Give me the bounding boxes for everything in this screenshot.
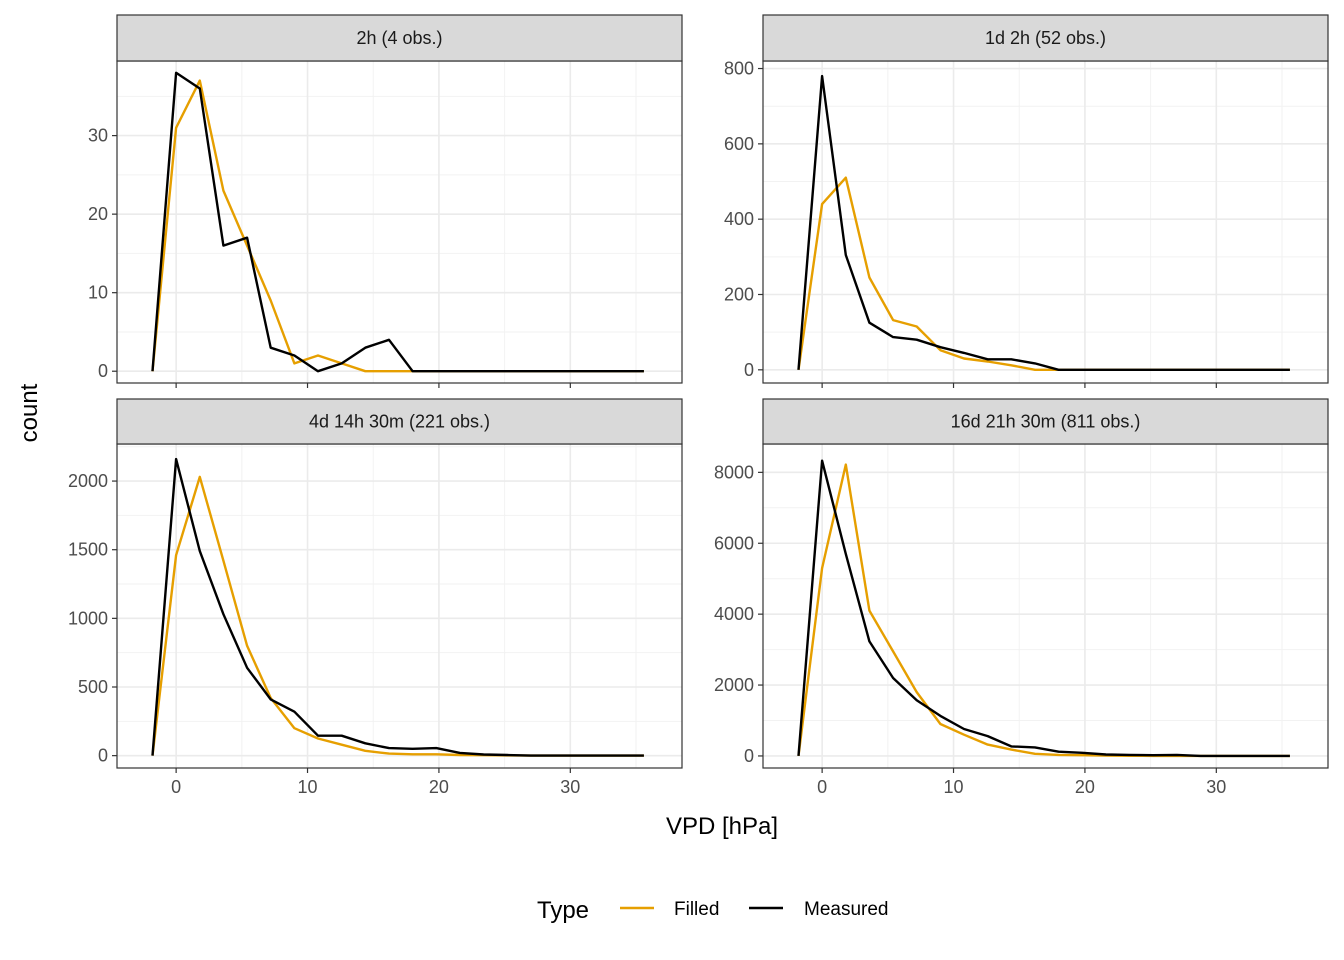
y-tick-label: 400	[724, 209, 754, 229]
facet-panel-3: 4d 14h 30m (221 obs.) 0 500 1000 1500 2000 0 10…	[68, 398, 683, 797]
legend-label-measured: Measured	[804, 899, 889, 920]
y-axis-title: count	[16, 383, 43, 442]
y-tick-label: 0	[744, 360, 754, 380]
legend: Type Filled Measured	[537, 897, 889, 924]
series-line-measured	[151, 457, 644, 757]
legend-title: Type	[537, 897, 589, 924]
y-tick-label: 200	[724, 284, 754, 304]
y-tick-label: 30	[88, 126, 108, 146]
facet-strip	[762, 14, 1329, 62]
facet-strip	[116, 398, 683, 445]
x-tick-label: 0	[817, 777, 827, 797]
y-tick-label: 6000	[714, 533, 754, 553]
panel-background	[117, 61, 682, 383]
x-tick-label: 30	[560, 777, 580, 797]
y-tick-label: 1000	[68, 608, 108, 628]
y-tick-label: 20	[88, 204, 108, 224]
y-tick-label: 500	[78, 677, 108, 697]
x-tick-label: 30	[1206, 777, 1226, 797]
panel-background	[763, 61, 1328, 383]
facet-strip	[762, 398, 1329, 445]
facet-panel-2: 1d 2h (52 obs.) 0 200 400 600 800	[724, 14, 1329, 388]
facet-strip-label: 16d 21h 30m (811 obs.)	[951, 412, 1141, 432]
facet-strip	[116, 14, 683, 62]
x-tick-label: 20	[429, 777, 449, 797]
y-tick-label: 8000	[714, 462, 754, 482]
y-tick-label: 1500	[68, 540, 108, 560]
x-tick-label: 10	[944, 777, 964, 797]
y-tick-label: 0	[98, 361, 108, 381]
y-tick-label: 600	[724, 134, 754, 154]
y-tick-label: 2000	[714, 675, 754, 695]
x-tick-label: 20	[1075, 777, 1095, 797]
y-tick-label: 10	[88, 283, 108, 303]
facet-strip-label: 1d 2h (52 obs.)	[985, 28, 1106, 48]
x-tick-label: 0	[171, 777, 181, 797]
facet-strip-label: 2h (4 obs.)	[356, 28, 442, 48]
y-tick-label: 800	[724, 59, 754, 79]
panel-background	[763, 444, 1328, 768]
x-tick-label: 10	[298, 777, 318, 797]
series-line-measured	[797, 74, 1290, 371]
x-axis-title: VPD [hPa]	[666, 813, 778, 840]
facet-panel-1: 2h (4 obs.) 0 10 20 30	[88, 14, 683, 388]
facet-panel-4: 16d 21h 30m (811 obs.) 0 2000 4000 6000 8000 0…	[714, 398, 1329, 797]
y-tick-label: 2000	[68, 471, 108, 491]
y-tick-label: 4000	[714, 604, 754, 624]
panel-background	[117, 444, 682, 768]
y-tick-label: 0	[744, 746, 754, 766]
legend-label-filled: Filled	[674, 899, 719, 920]
series-line-measured	[151, 71, 644, 373]
series-line-measured	[797, 459, 1290, 758]
y-tick-label: 0	[98, 746, 108, 766]
facet-strip-label: 4d 14h 30m (221 obs.)	[309, 412, 490, 432]
